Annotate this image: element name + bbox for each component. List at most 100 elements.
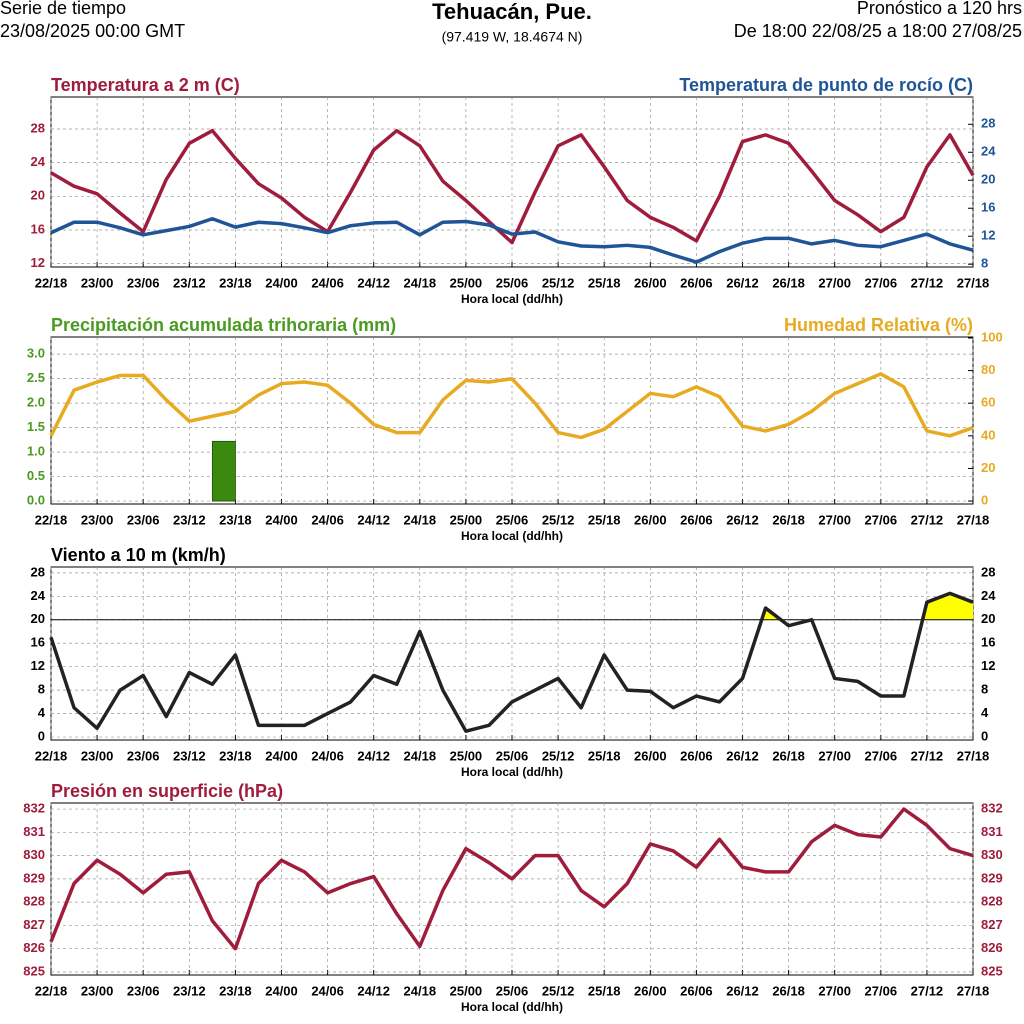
x-tick-label: 24/12: [357, 748, 390, 763]
y2-tick-label: 12: [981, 228, 995, 243]
x-tick-label: 27/00: [818, 512, 851, 527]
x-tick-label: 25/18: [588, 748, 621, 763]
y-tick-label: 8: [38, 682, 45, 697]
x-tick-label: 25/06: [496, 512, 529, 527]
panel-title: Viento a 10 m (km/h): [51, 545, 226, 565]
y-tick-label-right: 20: [981, 611, 995, 626]
y-tick-label: 24: [31, 588, 46, 603]
x-tick-label: 25/00: [450, 512, 483, 527]
x-tick-label: 23/18: [219, 748, 252, 763]
x-tick-label: 25/18: [588, 512, 621, 527]
x-axis-label: Hora local (dd/hh): [461, 292, 563, 306]
y2-tick-label: 40: [981, 427, 995, 442]
x-tick-label: 25/06: [496, 275, 529, 290]
x-tick-label: 23/12: [173, 275, 206, 290]
x-tick-label: 25/00: [450, 275, 483, 290]
y2-tick-label: 8: [981, 256, 988, 271]
x-tick-label: 25/12: [542, 275, 575, 290]
x-tick-label: 24/00: [265, 983, 298, 998]
header-title: Tehuacán, Pue.: [432, 0, 592, 24]
x-tick-label: 27/06: [865, 512, 898, 527]
y-tick-label: 20: [31, 611, 45, 626]
x-tick-label: 24/06: [311, 983, 344, 998]
x-axis-label: Hora local (dd/hh): [461, 1000, 563, 1014]
x-tick-label: 27/00: [818, 748, 851, 763]
y2-tick-label: 0: [981, 493, 988, 508]
x-tick-label: 27/12: [911, 512, 944, 527]
y-tick-label-right: 827: [981, 917, 1003, 932]
y-tick-label: 3.0: [27, 346, 45, 361]
x-tick-label: 24/06: [311, 512, 344, 527]
panel: 22/18 23/00 23/06 23/12 23/18 24/00 24/06 24/12…: [27, 315, 1003, 543]
y-tick-label: 4: [38, 705, 46, 720]
x-tick-label: 25/00: [450, 748, 483, 763]
y-tick-label-right: 825: [981, 963, 1003, 978]
x-tick-label: 23/00: [81, 983, 114, 998]
series-line: [50, 128, 975, 245]
x-tick-label: 25/00: [450, 983, 483, 998]
y-tick-label: 20: [31, 188, 45, 203]
x-tick-label: 23/00: [81, 275, 114, 290]
x-tick-label: 27/18: [957, 983, 990, 998]
x-axis-label: Hora local (dd/hh): [461, 765, 563, 779]
y-tick-label: 0: [38, 729, 45, 744]
x-tick-label: 27/00: [818, 275, 851, 290]
y-tick-label: 828: [23, 894, 45, 909]
series-line: [49, 807, 974, 951]
x-tick-label: 23/18: [219, 512, 252, 527]
y-tick-label-right: 826: [981, 940, 1003, 955]
y-tick-label: 831: [23, 824, 45, 839]
x-tick-label: 23/00: [81, 512, 114, 527]
y-tick-label: 829: [23, 870, 45, 885]
x-tick-label: 27/06: [865, 748, 898, 763]
y-tick-label-right: 830: [981, 847, 1003, 862]
x-tick-label: 25/12: [542, 512, 575, 527]
y2-tick-label: 24: [981, 144, 996, 159]
x-tick-label: 24/18: [404, 983, 437, 998]
x-tick-label: 26/18: [772, 748, 805, 763]
panel-title-right: Humedad Relativa (%): [784, 315, 973, 335]
x-tick-label: 24/12: [357, 512, 390, 527]
y-tick-label-right: 0: [981, 729, 988, 744]
y-tick-label: 0.0: [27, 492, 45, 507]
x-tick-label: 25/18: [588, 275, 621, 290]
x-tick-label: 23/18: [219, 275, 252, 290]
x-tick-label: 26/06: [680, 748, 713, 763]
x-tick-label: 26/18: [772, 275, 805, 290]
x-tick-label: 25/06: [496, 748, 529, 763]
y2-tick-label: 20: [981, 172, 995, 187]
panel: 22/18 23/00 23/06 23/12 23/18 24/00 24/06 24/12…: [31, 75, 997, 306]
x-tick-label: 25/12: [542, 983, 575, 998]
panel: 22/18 23/00 23/06 23/12 23/18 24/00 24/06 24/12…: [31, 545, 997, 779]
x-tick-label: 22/18: [35, 748, 68, 763]
y-tick-label: 826: [23, 940, 45, 955]
y-tick-label-right: 24: [981, 588, 996, 603]
y-tick-label: 2.5: [27, 370, 45, 385]
y-tick-label: 12: [31, 658, 45, 673]
y-tick-label-right: 831: [981, 824, 1003, 839]
x-tick-label: 27/12: [911, 983, 944, 998]
x-tick-label: 23/12: [173, 748, 206, 763]
x-tick-label: 24/12: [357, 275, 390, 290]
panel-title-right: Temperatura de punto de rocío (C): [679, 75, 973, 95]
x-tick-label: 26/12: [726, 748, 759, 763]
x-tick-label: 25/06: [496, 983, 529, 998]
bar: [211, 440, 236, 502]
x-tick-label: 23/06: [127, 512, 160, 527]
x-axis-label: Hora local (dd/hh): [461, 529, 563, 543]
y-tick-label: 24: [31, 154, 46, 169]
y-tick-label: 830: [23, 847, 45, 862]
y2-tick-label: 60: [981, 395, 995, 410]
y-tick-label: 827: [23, 917, 45, 932]
header-subtitle: (97.419 W, 18.4674 N): [442, 29, 583, 45]
x-tick-label: 25/12: [542, 748, 575, 763]
y2-tick-label: 20: [981, 460, 995, 475]
series-line: [49, 591, 974, 733]
x-tick-label: 27/06: [865, 275, 898, 290]
x-tick-label: 23/06: [127, 983, 160, 998]
x-tick-label: 24/06: [311, 748, 344, 763]
x-tick-label: 24/18: [404, 748, 437, 763]
panel-title: Precipitación acumulada trihoraria (mm): [51, 315, 396, 335]
y-tick-label: 2.0: [27, 395, 45, 410]
